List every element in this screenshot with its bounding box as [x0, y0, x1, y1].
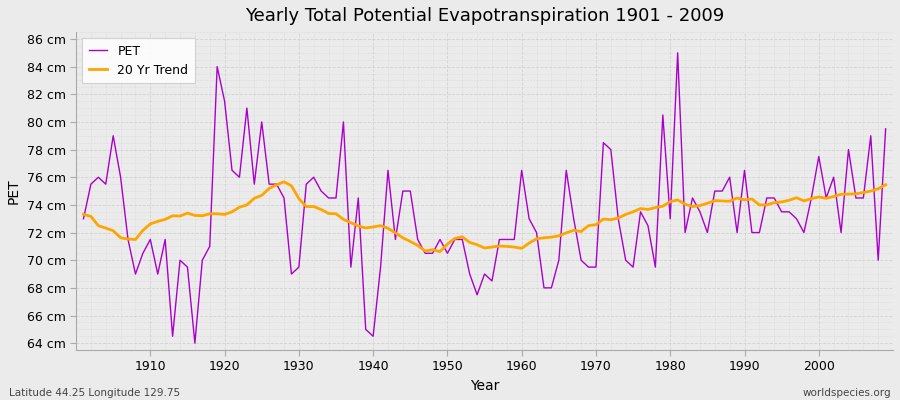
Title: Yearly Total Potential Evapotranspiration 1901 - 2009: Yearly Total Potential Evapotranspiratio…	[245, 7, 724, 25]
Legend: PET, 20 Yr Trend: PET, 20 Yr Trend	[82, 38, 194, 83]
PET	[672, 50, 683, 55]
20 Yr Trend	[353, 224, 364, 228]
Text: worldspecies.org: worldspecies.org	[803, 388, 891, 398]
Line: 20 Yr Trend: 20 Yr Trend	[84, 182, 886, 252]
PET	[517, 168, 527, 173]
20 Yr Trend	[531, 236, 542, 241]
PET	[190, 341, 201, 346]
Y-axis label: PET: PET	[7, 178, 21, 204]
Text: Latitude 44.25 Longitude 129.75: Latitude 44.25 Longitude 129.75	[9, 388, 180, 398]
Line: PET: PET	[84, 53, 886, 343]
20 Yr Trend	[309, 204, 320, 209]
20 Yr Trend	[138, 228, 148, 233]
X-axis label: Year: Year	[470, 379, 500, 393]
PET	[613, 216, 624, 221]
20 Yr Trend	[78, 212, 89, 217]
PET	[138, 251, 148, 256]
20 Yr Trend	[279, 180, 290, 184]
PET	[78, 216, 89, 221]
20 Yr Trend	[880, 182, 891, 187]
PET	[880, 126, 891, 131]
PET	[353, 196, 364, 200]
20 Yr Trend	[435, 249, 446, 254]
20 Yr Trend	[620, 212, 631, 217]
PET	[524, 216, 535, 221]
PET	[309, 175, 320, 180]
20 Yr Trend	[524, 241, 535, 246]
